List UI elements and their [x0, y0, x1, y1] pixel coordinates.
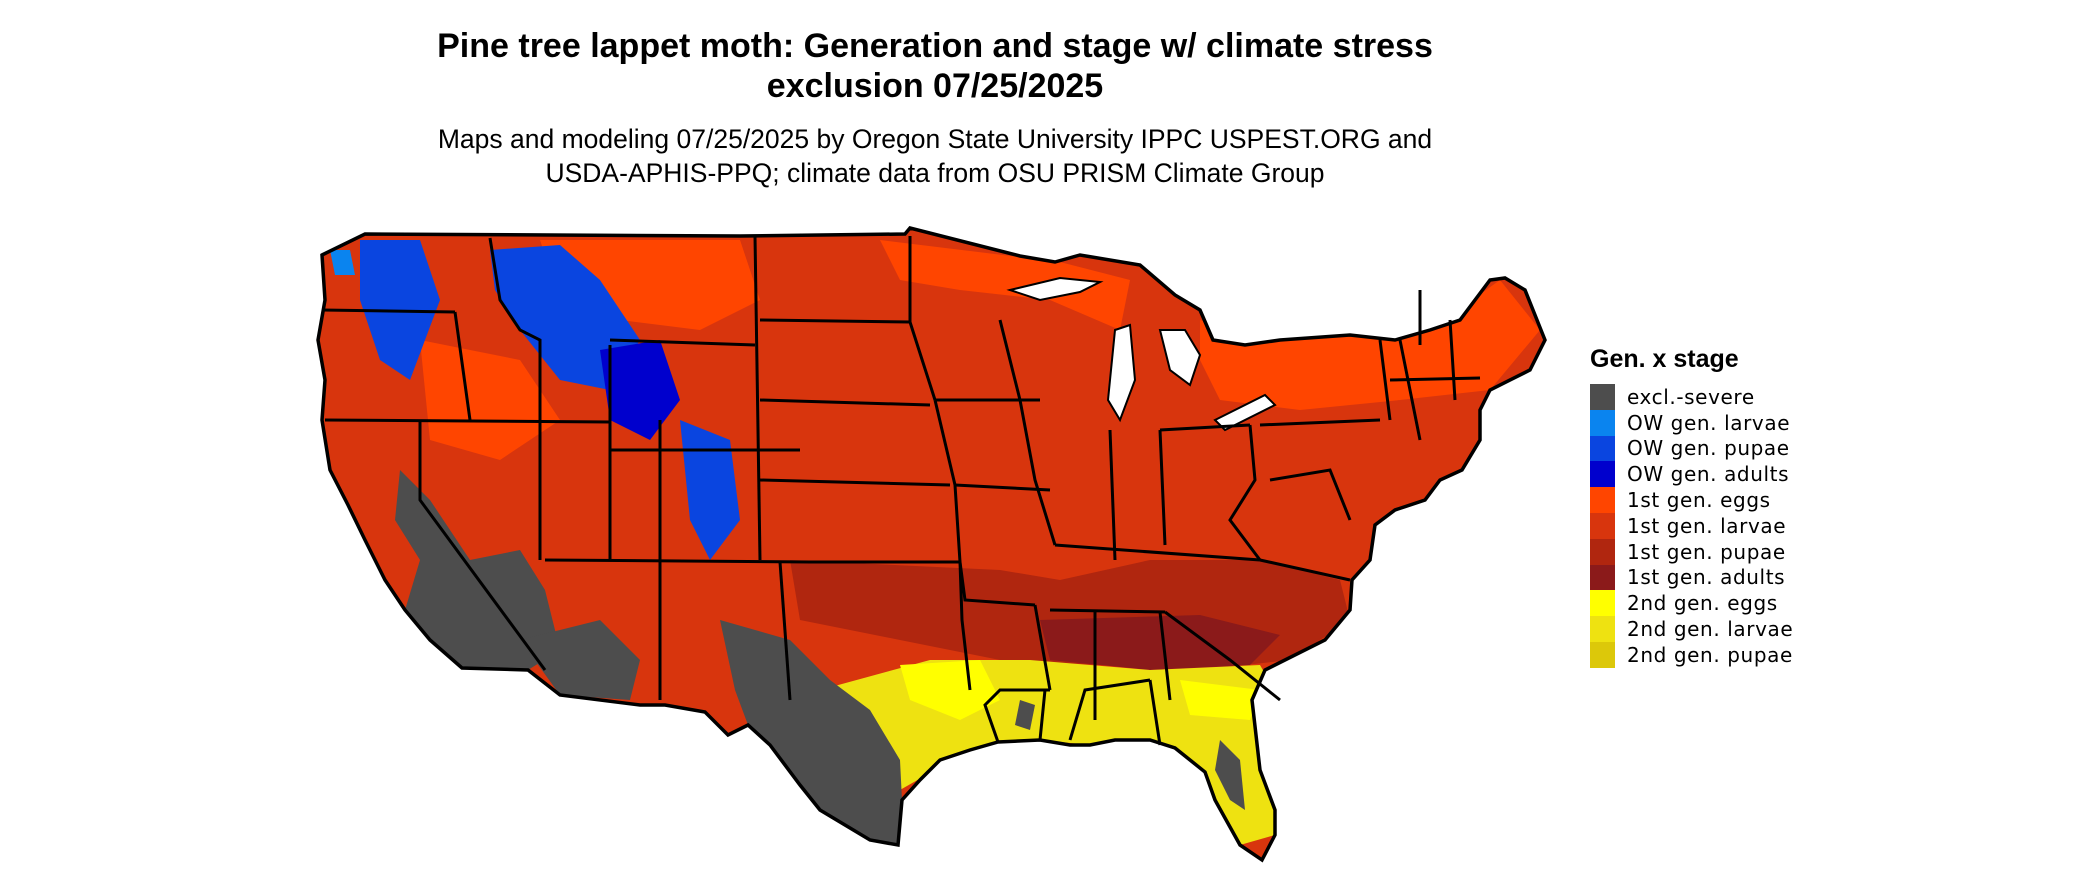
zone-ow-gen-larvae — [330, 250, 355, 275]
title-line-1: Pine tree lappet moth: Generation and st… — [437, 27, 1433, 65]
legend: Gen. x stage excl.-severe OW gen. larvae O… — [1590, 345, 1793, 668]
legend-label: 2nd gen. larvae — [1627, 617, 1794, 642]
legend-title: Gen. x stage — [1590, 345, 1739, 373]
legend-item: 1st gen. adults — [1590, 564, 1793, 591]
zone-excl-severe — [1015, 700, 1035, 730]
legend-label: OW gen. pupae — [1627, 436, 1790, 461]
legend-item: 1st gen. pupae — [1590, 538, 1793, 565]
legend-item: OW gen. pupae — [1590, 435, 1793, 462]
legend-label: OW gen. larvae — [1627, 410, 1791, 435]
subtitle-line-2: USDA-APHIS-PPQ; climate data from OSU PR… — [545, 158, 1325, 188]
legend-item: 1st gen. eggs — [1590, 487, 1793, 513]
zone-2nd-gen-eggs — [900, 660, 1000, 720]
zone-1st-gen-adults — [1040, 615, 1280, 670]
legend-item: excl.-severe — [1590, 384, 1793, 410]
legend-swatch — [1590, 487, 1615, 513]
lake-michigan — [1106, 323, 1137, 423]
map-subtitle: Maps and modeling 07/25/2025 by Oregon S… — [300, 122, 1570, 190]
zone-1st-gen-eggs — [880, 240, 1130, 330]
legend-swatch — [1590, 512, 1615, 539]
legend-item: 2nd gen. larvae — [1590, 616, 1793, 642]
zone-2nd-gen-eggs — [1180, 680, 1260, 720]
legend-item: OW gen. adults — [1590, 461, 1793, 488]
legend-item: OW gen. larvae — [1590, 409, 1793, 436]
state-borders — [321, 235, 1481, 746]
legend-label: 1st gen. pupae — [1627, 539, 1786, 564]
legend-label: 1st gen. eggs — [1627, 488, 1771, 513]
legend-label: OW gen. adults — [1627, 462, 1790, 487]
subtitle-line-1: Maps and modeling 07/25/2025 by Oregon S… — [437, 124, 1433, 154]
legend-swatch — [1590, 564, 1615, 591]
title-line-2: exclusion 07/25/2025 — [766, 67, 1104, 105]
legend-swatch — [1590, 409, 1615, 436]
zone-excl-severe — [1215, 740, 1245, 810]
legend-label: 1st gen. larvae — [1627, 513, 1787, 538]
legend-label: 2nd gen. pupae — [1627, 642, 1793, 667]
legend-item: 2nd gen. eggs — [1590, 590, 1793, 617]
lake-superior — [1006, 276, 1104, 302]
zone-excl-severe — [520, 620, 640, 700]
legend-item: 1st gen. larvae — [1590, 512, 1793, 539]
legend-swatch — [1590, 435, 1615, 462]
legend-swatch — [1590, 538, 1615, 565]
legend-swatch — [1590, 590, 1615, 617]
legend-swatch — [1590, 616, 1615, 642]
legend-label: excl.-severe — [1627, 384, 1755, 409]
legend-items: excl.-severe OW gen. larvae OW gen. pupae O… — [1590, 384, 1793, 668]
legend-swatch — [1590, 641, 1615, 668]
legend-label: 1st gen. adults — [1627, 565, 1786, 590]
legend-swatch — [1590, 384, 1615, 410]
legend-label: 2nd gen. eggs — [1627, 591, 1778, 616]
map-title: Pine tree lappet moth: Generation and st… — [300, 26, 1570, 106]
legend-swatch — [1590, 461, 1615, 488]
zone-excl-severe — [720, 620, 902, 845]
zone-1st-gen-eggs — [420, 340, 560, 460]
legend-item: 2nd gen. pupae — [1590, 641, 1793, 668]
zone-ow-gen-pupae — [680, 420, 740, 560]
zone-ow-gen-adults — [600, 340, 680, 440]
lake-huron — [1158, 329, 1202, 387]
